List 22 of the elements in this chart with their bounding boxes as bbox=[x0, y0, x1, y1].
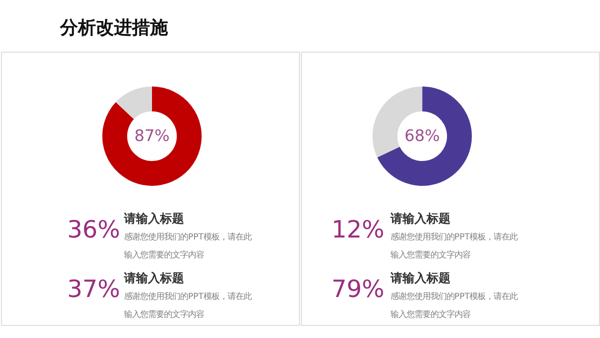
text: 请输入标题 bbox=[389, 212, 450, 226]
text: 输入您需要的文字内容 bbox=[124, 308, 204, 319]
text: 输入您需要的文字内容 bbox=[124, 249, 204, 260]
text: 感谢您使用我们的PPT模板，请在此 bbox=[124, 231, 252, 242]
text: 请输入标题 bbox=[389, 271, 450, 286]
text: 感谢您使用我们的PPT模板，请在此 bbox=[124, 291, 252, 302]
text: 37% bbox=[67, 275, 120, 304]
text: 输入您需要的文字内容 bbox=[390, 249, 470, 260]
text: 感谢您使用我们的PPT模板，请在此 bbox=[390, 291, 518, 302]
donut-slice bbox=[116, 86, 152, 120]
text: 感谢您使用我们的PPT模板，请在此 bbox=[390, 231, 518, 242]
text: 输入您需要的文字内容 bbox=[390, 308, 470, 319]
text: 12% bbox=[331, 216, 384, 244]
text: 请输入标题 bbox=[123, 212, 184, 226]
donut-slice bbox=[102, 86, 202, 186]
data-label: 68% bbox=[404, 126, 440, 146]
chart-title: 分析改进措施 bbox=[59, 17, 168, 38]
text: 请输入标题 bbox=[123, 271, 184, 286]
data-label: 87% bbox=[134, 126, 170, 146]
donut-slice bbox=[377, 86, 472, 186]
text: 36% bbox=[67, 216, 120, 244]
text: 79% bbox=[331, 275, 384, 304]
